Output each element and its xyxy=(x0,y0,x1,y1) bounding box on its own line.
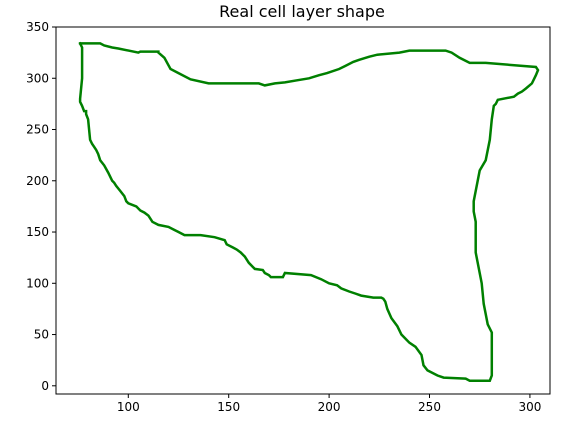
x-tick-label: 100 xyxy=(117,400,140,414)
x-tick-label: 250 xyxy=(418,400,441,414)
y-tick-label: 50 xyxy=(34,328,49,342)
x-tick-label: 150 xyxy=(217,400,240,414)
y-tick-label: 350 xyxy=(26,20,49,34)
y-axis: 0 50 100 150 200 250 300 350 xyxy=(26,20,56,393)
y-tick-label: 150 xyxy=(26,225,49,239)
y-tick-label: 200 xyxy=(26,174,49,188)
x-axis: 100 150 200 250 300 xyxy=(117,394,541,414)
y-tick-label: 250 xyxy=(26,123,49,137)
y-tick-label: 300 xyxy=(26,71,49,85)
plot-area-frame xyxy=(55,26,551,395)
x-tick-label: 200 xyxy=(318,400,341,414)
plot-series-group xyxy=(78,41,540,382)
x-tick-label: 300 xyxy=(518,400,541,414)
cell-outline-line xyxy=(78,41,540,382)
y-tick-label: 0 xyxy=(41,379,49,393)
y-tick-label: 100 xyxy=(26,276,49,290)
chart-title: Real cell layer shape xyxy=(219,2,385,21)
